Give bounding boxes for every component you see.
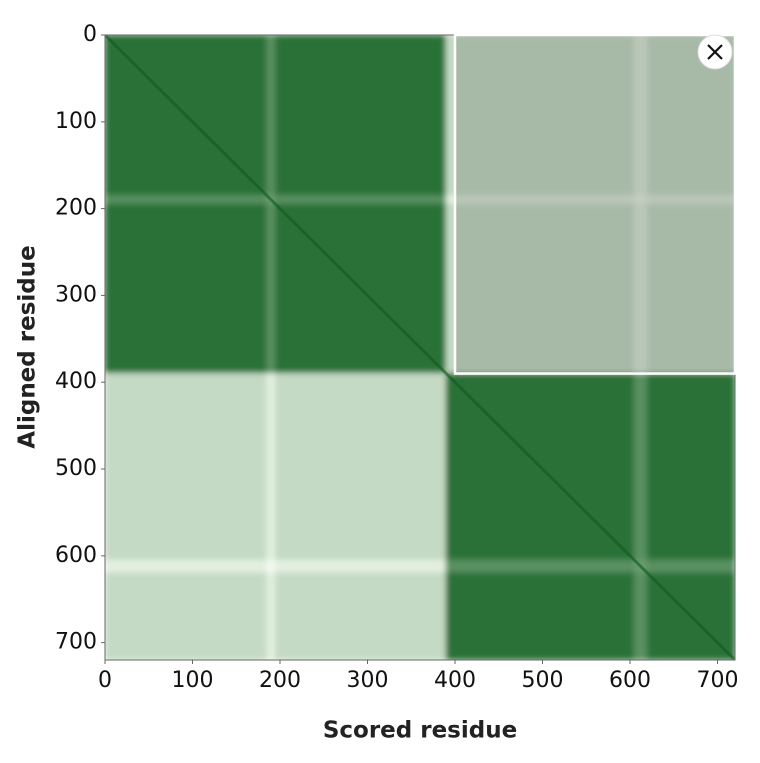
y-tick-label: 300 (55, 282, 97, 307)
heatmap-cell (105, 195, 268, 205)
heatmap-cell (633, 195, 648, 205)
heatmap-cell (266, 572, 277, 660)
y-axis-label: Aligned residue (15, 245, 41, 448)
heatmap-cell (105, 203, 268, 375)
heatmap-cell (105, 559, 268, 574)
x-tick-label: 100 (172, 668, 214, 693)
heatmap-cell (633, 572, 648, 660)
heatmap-cell (266, 373, 277, 561)
heatmap-cell (105, 373, 268, 561)
heatmap-cell (275, 373, 447, 561)
x-tick-label: 600 (609, 668, 651, 693)
y-tick-label: 200 (55, 196, 97, 221)
heatmap-cell (445, 35, 635, 197)
heatmap-cell (275, 572, 447, 660)
heatmap-cell (647, 195, 735, 205)
heatmap-cell (445, 195, 635, 205)
y-tick-label: 700 (55, 630, 97, 655)
heatmap-cell (633, 35, 648, 197)
x-tick-label: 300 (347, 668, 389, 693)
heatmap-cell (633, 373, 648, 561)
heatmap-cell (445, 203, 635, 375)
heatmap-cell (275, 559, 447, 574)
x-tick-label: 0 (98, 668, 112, 693)
x-axis-label: Scored residue (323, 718, 517, 744)
heatmap-cell (647, 559, 735, 574)
x-tick-label: 500 (522, 668, 564, 693)
y-tick-label: 0 (83, 22, 97, 47)
heatmap-cell (266, 35, 277, 197)
diagonal (105, 35, 735, 660)
x-tick-label: 700 (697, 668, 739, 693)
heatmap-cell (633, 203, 648, 375)
heatmap-cell (266, 559, 277, 574)
heatmap-cell (647, 373, 735, 561)
heatmap (105, 35, 735, 660)
heatmap-cell (275, 195, 447, 205)
heatmap-cell (445, 559, 635, 574)
heatmap-cell (266, 203, 277, 375)
y-tick-label: 400 (55, 369, 97, 394)
y-tick-label: 500 (55, 456, 97, 481)
y-tick-label: 100 (55, 109, 97, 134)
heatmap-cell (275, 35, 447, 197)
selection-box (453, 33, 737, 375)
heatmap-cell (445, 572, 635, 660)
heatmap-cell (647, 203, 735, 375)
x-tick-label: 400 (434, 668, 476, 693)
y-tick-label: 600 (55, 543, 97, 568)
heatmap-cell (105, 572, 268, 660)
close-button[interactable] (697, 34, 733, 70)
x-tick-label: 200 (259, 668, 301, 693)
close-icon[interactable] (707, 44, 723, 60)
